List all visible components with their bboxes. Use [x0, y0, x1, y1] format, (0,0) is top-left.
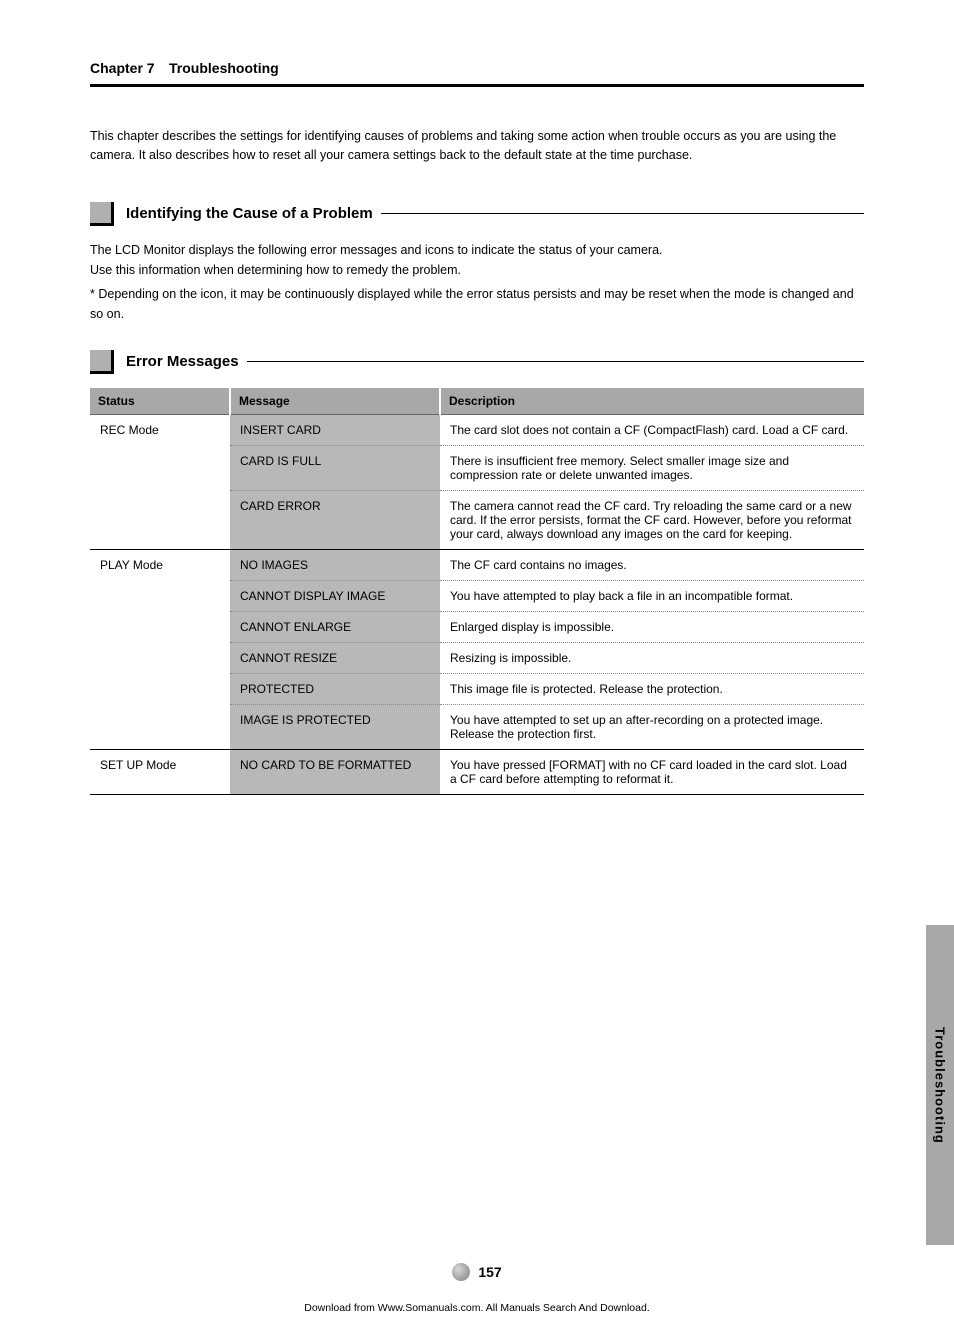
section-title: Identifying the Cause of a Problem [126, 205, 373, 222]
intro-paragraph: This chapter describes the settings for … [90, 127, 864, 166]
col-header-status: Status [90, 388, 230, 415]
desc-cell: You have pressed [FORMAT] with no CF car… [440, 749, 864, 794]
desc-cell: You have attempted to play back a file i… [440, 580, 864, 611]
col-header-message: Message [230, 388, 440, 415]
col-header-description: Description [440, 388, 864, 415]
page-number: 157 [478, 1264, 501, 1280]
section-body-line-1: The LCD Monitor displays the following e… [90, 243, 663, 257]
msg-cell: CARD IS FULL [230, 445, 440, 490]
msg-cell: NO CARD TO BE FORMATTED [230, 749, 440, 794]
msg-cell: CARD ERROR [230, 490, 440, 549]
msg-cell: PROTECTED [230, 673, 440, 704]
side-tab: Troubleshooting [926, 925, 954, 1245]
section-note-text: Depending on the icon, it may be continu… [90, 287, 854, 321]
footer-caption: Download from Www.Somanuals.com. All Man… [0, 1302, 954, 1314]
page-footer: 157 [0, 1263, 954, 1286]
section-bullet-icon [90, 202, 114, 226]
desc-cell: Enlarged display is impossible. [440, 611, 864, 642]
msg-cell: CANNOT ENLARGE [230, 611, 440, 642]
section-body-line-2: Use this information when determining ho… [90, 263, 461, 277]
chapter-title-inline: Troubleshooting [169, 60, 279, 76]
desc-cell: This image file is protected. Release th… [440, 673, 864, 704]
footer-dot-icon [452, 1263, 470, 1281]
section-rule [247, 361, 864, 362]
msg-cell: INSERT CARD [230, 414, 440, 445]
section-note: * Depending on the icon, it may be conti… [90, 284, 864, 324]
section-heading-2: Error Messages [90, 350, 864, 374]
error-messages-table: Status Message Description REC Mode INSE… [90, 388, 864, 795]
desc-cell: The camera cannot read the CF card. Try … [440, 490, 864, 549]
desc-cell: The CF card contains no images. [440, 549, 864, 580]
section-error-messages: Error Messages Status Message Descriptio… [90, 350, 864, 795]
table-row: SET UP Mode NO CARD TO BE FORMATTED You … [90, 749, 864, 794]
section-bullet-icon [90, 350, 114, 374]
desc-cell: There is insufficient free memory. Selec… [440, 445, 864, 490]
chapter-label: Chapter 7 [90, 60, 155, 76]
desc-cell: Resizing is impossible. [440, 642, 864, 673]
desc-cell: You have attempted to set up an after-re… [440, 704, 864, 749]
section-title-2: Error Messages [126, 353, 239, 370]
table-row: REC Mode INSERT CARD The card slot does … [90, 414, 864, 445]
section-body: The LCD Monitor displays the following e… [90, 240, 864, 324]
status-cell-setup: SET UP Mode [90, 749, 230, 794]
status-cell-play: PLAY Mode [90, 549, 230, 749]
chapter-header: Chapter 7 Troubleshooting [90, 60, 864, 87]
msg-cell: CANNOT DISPLAY IMAGE [230, 580, 440, 611]
msg-cell: CANNOT RESIZE [230, 642, 440, 673]
section-heading: Identifying the Cause of a Problem [90, 202, 864, 226]
section-identifying: Identifying the Cause of a Problem The L… [90, 202, 864, 324]
desc-cell: The card slot does not contain a CF (Com… [440, 414, 864, 445]
section-rule [381, 213, 864, 214]
msg-cell: NO IMAGES [230, 549, 440, 580]
table-header-row: Status Message Description [90, 388, 864, 415]
status-cell-rec: REC Mode [90, 414, 230, 549]
table-row: PLAY Mode NO IMAGES The CF card contains… [90, 549, 864, 580]
msg-cell: IMAGE IS PROTECTED [230, 704, 440, 749]
